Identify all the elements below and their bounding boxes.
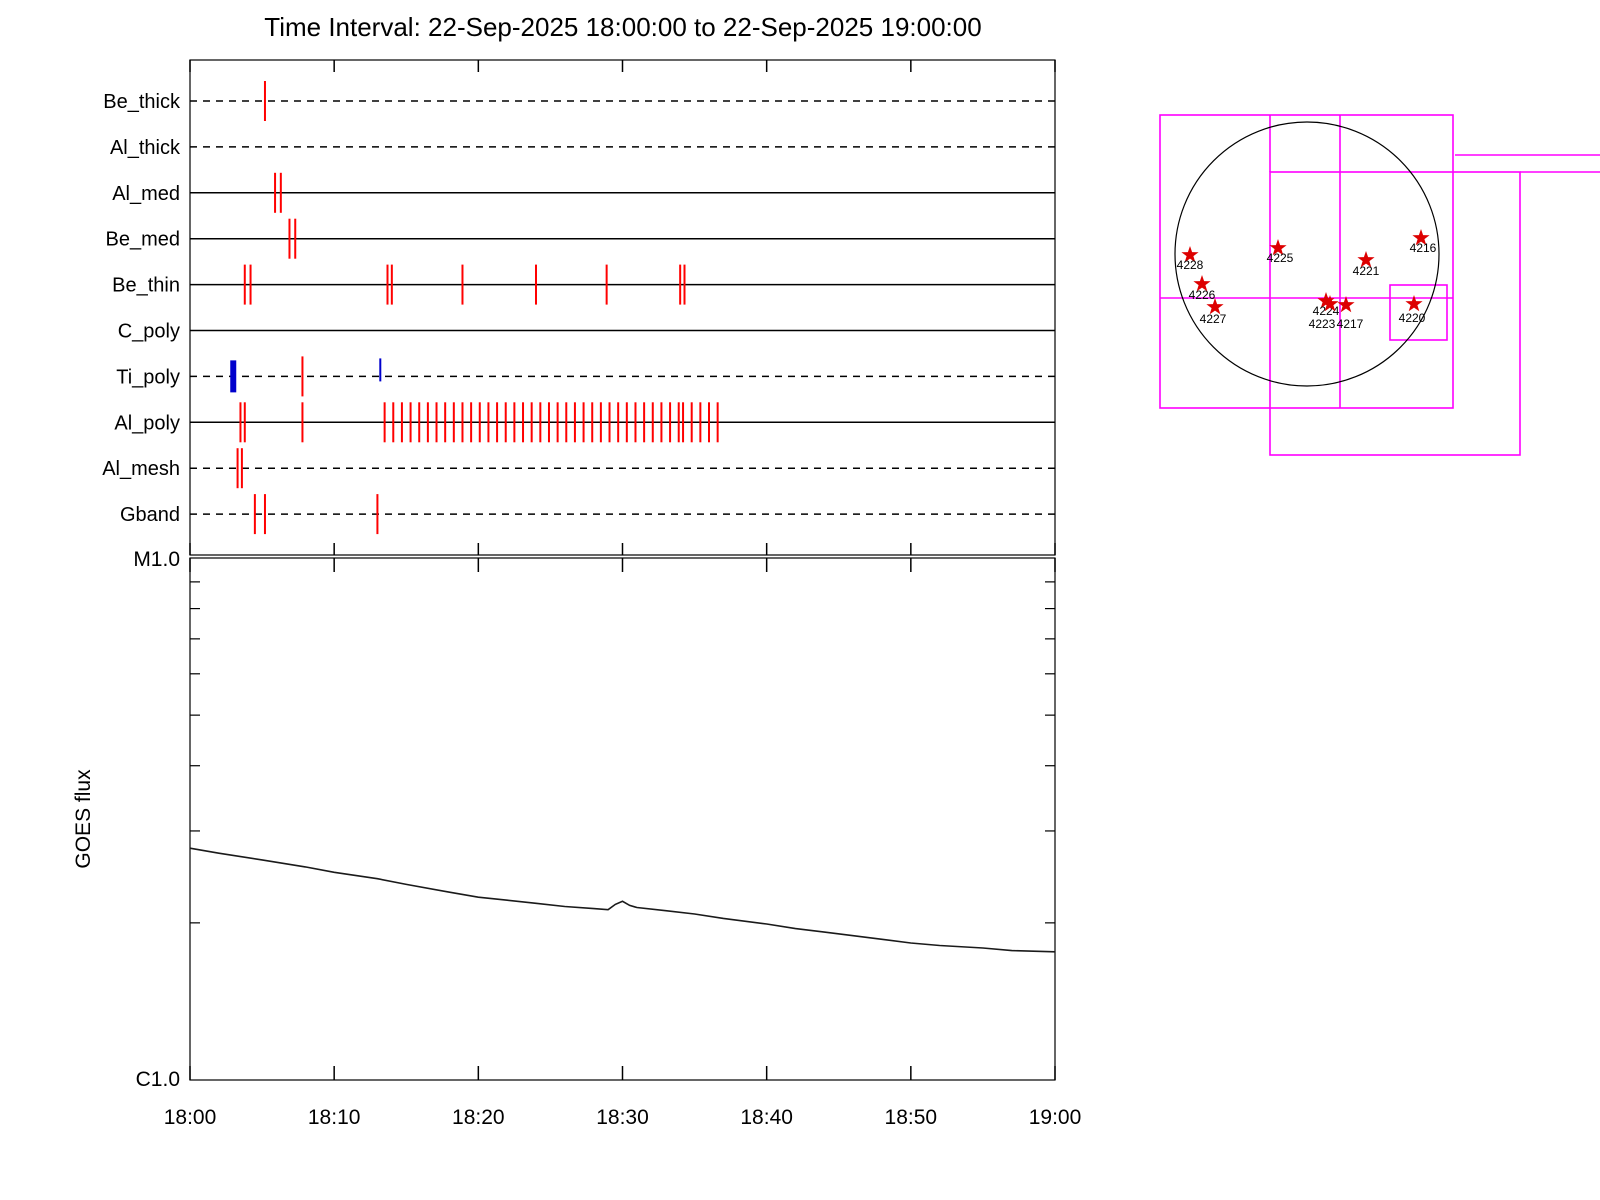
active-region-star [1337,296,1355,313]
filter-row-label: Al_mesh [102,458,180,480]
goes-flux-curve [189,847,1056,953]
filter-row-label: Al_thick [110,137,181,159]
active-region-label: 4228 [1177,258,1204,272]
active-region-label: 4226 [1189,288,1216,302]
chart-title: Time Interval: 22-Sep-2025 18:00:00 to 2… [264,12,982,42]
solar-disk [1174,121,1440,387]
active-region-star [1206,298,1224,315]
fov-rect [1159,114,1454,409]
x-axis-tick-label: 18:30 [596,1106,649,1129]
active-region-star [1357,251,1375,268]
x-axis-tick-label: 18:40 [740,1106,793,1129]
active-region-label: 4223 [1309,317,1336,331]
x-axis-tick-label: 18:10 [308,1106,361,1129]
active-region-star [1181,246,1199,263]
filter-row-label: Al_poly [114,412,180,434]
filter-row-label: Ti_poly [116,366,180,388]
fov-rect [1389,284,1448,341]
active-region-label: 4224 [1313,304,1340,318]
fov-rect [1269,171,1521,456]
active-region-star [1321,295,1339,312]
filter-row-label: C_poly [118,321,180,343]
active-region-star [1193,275,1211,292]
goes-frame [189,557,1056,1081]
active-region-label: 4227 [1200,312,1227,326]
active-region-star [1269,239,1287,256]
y-axis-top-label: M1.0 [133,548,180,571]
filter-row-label: Be_thin [112,275,180,297]
y-axis-bottom-label: C1.0 [136,1068,180,1091]
active-region-label: 4220 [1399,311,1426,325]
active-region-label: 4216 [1410,241,1437,255]
goes-flux-panel: 18:00 18:10 18:20 18:30 18:40 18:50 19:00 M1.0 C… [72,548,1081,1129]
filter-row-label: Be_thick [103,91,181,113]
filter-row-label: Gband [120,504,180,526]
x-axis-tick-label: 19:00 [1029,1106,1082,1129]
filter-row-label: Be_med [106,229,181,251]
active-region-label: 4221 [1353,264,1380,278]
x-axis-tick-label: 18:50 [885,1106,938,1129]
filter-timeline-panel: Be_thick Al_thick Al_med Be_med Be_thin C_pol… [102,59,1056,556]
active-region-label: 4217 [1337,317,1364,331]
active-region-star [1317,292,1335,309]
y-axis-title: GOES flux [72,769,95,869]
active-region-star [1412,229,1430,246]
timeline-frame [189,59,1056,556]
x-axis-tick-label: 18:00 [164,1106,217,1129]
x-axis-tick-label: 18:20 [452,1106,505,1129]
filter-row-label: Al_med [112,183,180,205]
active-region-label: 4225 [1267,251,1294,265]
active-region-star [1405,295,1423,312]
